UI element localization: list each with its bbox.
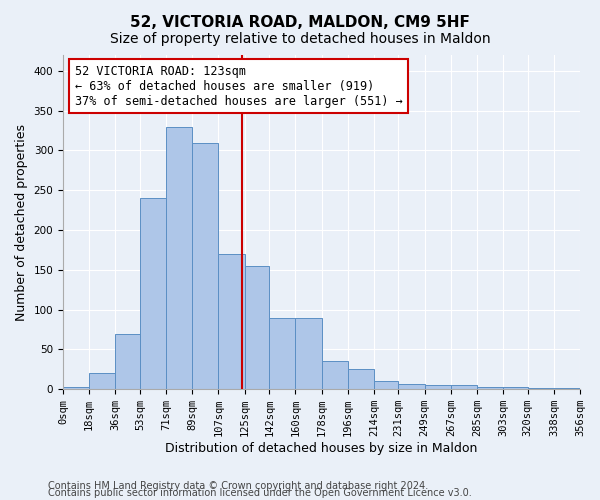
Bar [140,198,166,389]
Bar [115,334,140,389]
Bar [218,254,245,389]
Bar [63,387,89,389]
Text: 52 VICTORIA ROAD: 123sqm
← 63% of detached houses are smaller (919)
37% of semi-: 52 VICTORIA ROAD: 123sqm ← 63% of detach… [74,64,403,108]
Bar [398,384,425,389]
Bar [451,385,477,389]
Text: Contains HM Land Registry data © Crown copyright and database right 2024.: Contains HM Land Registry data © Crown c… [48,481,428,491]
X-axis label: Distribution of detached houses by size in Maldon: Distribution of detached houses by size … [166,442,478,455]
Bar [192,142,218,389]
Text: 52, VICTORIA ROAD, MALDON, CM9 5HF: 52, VICTORIA ROAD, MALDON, CM9 5HF [130,15,470,30]
Bar [245,266,269,389]
Bar [347,370,374,389]
Bar [528,388,554,389]
Bar [269,318,295,389]
Bar [374,382,398,389]
Bar [322,362,347,389]
Y-axis label: Number of detached properties: Number of detached properties [15,124,28,320]
Text: Contains public sector information licensed under the Open Government Licence v3: Contains public sector information licen… [48,488,472,498]
Bar [425,385,451,389]
Bar [554,388,580,389]
Text: Size of property relative to detached houses in Maldon: Size of property relative to detached ho… [110,32,490,46]
Bar [295,318,322,389]
Bar [166,126,192,389]
Bar [477,387,503,389]
Bar [503,387,528,389]
Bar [89,374,115,389]
